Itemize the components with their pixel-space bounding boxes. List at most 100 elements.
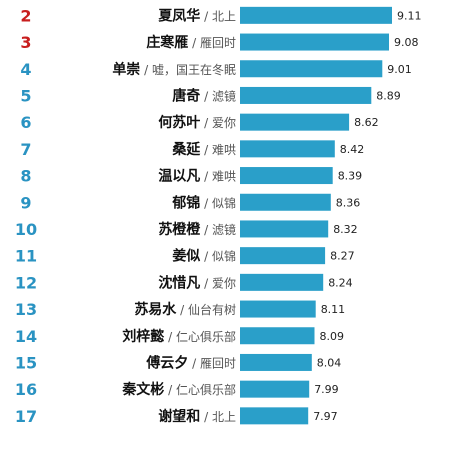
value-label: 8.62 xyxy=(354,116,379,129)
chart-row: 10 苏橙橙 / 滤镜 8.32 xyxy=(15,220,358,239)
value-label: 9.01 xyxy=(387,63,412,76)
chart-row: 11 姜似 / 似锦 8.27 xyxy=(15,247,355,266)
character-name: 夏凤华 xyxy=(158,7,200,24)
chart-row: 8 温以凡 / 难哄 8.39 xyxy=(20,167,362,186)
bar xyxy=(240,33,389,51)
rank-label: 13 xyxy=(15,300,37,319)
bar xyxy=(240,300,316,318)
row-label: 谢望和 / 北上 xyxy=(158,408,236,425)
rank-label: 2 xyxy=(20,6,31,25)
work-title: 北上 xyxy=(212,410,236,424)
separator: / xyxy=(200,170,212,184)
character-name: 苏橙橙 xyxy=(158,221,201,238)
work-title: 仙台有树 xyxy=(188,302,236,317)
character-name: 刘梓懿 xyxy=(122,328,164,345)
rank-label: 15 xyxy=(15,353,37,372)
work-title: 爱你 xyxy=(212,116,236,130)
separator: / xyxy=(200,250,212,264)
bar xyxy=(240,220,329,238)
row-label: 单崇 / 嘘，国王在冬眠 xyxy=(112,61,236,78)
value-label: 8.32 xyxy=(333,223,358,236)
character-name: 桑延 xyxy=(172,141,201,158)
chart-row: 5 唐奇 / 滤镜 8.89 xyxy=(20,86,400,105)
value-label: 8.39 xyxy=(338,170,363,183)
separator: / xyxy=(140,63,152,77)
rank-label: 3 xyxy=(20,33,31,52)
rank-label: 11 xyxy=(15,247,37,266)
work-title: 难哄 xyxy=(212,170,236,184)
work-title: 似锦 xyxy=(212,196,236,210)
character-name: 沈惜凡 xyxy=(158,274,200,291)
chart-row: 12 沈惜凡 / 爱你 8.24 xyxy=(15,273,353,292)
chart-row: 6 何苏叶 / 爱你 8.62 xyxy=(20,113,378,132)
work-title: 滤镜 xyxy=(212,222,236,237)
value-label: 8.36 xyxy=(336,196,361,209)
separator: / xyxy=(188,36,200,50)
work-title: 滤镜 xyxy=(212,88,236,103)
work-title: 难哄 xyxy=(212,143,236,157)
value-label: 8.04 xyxy=(317,356,342,369)
value-label: 7.99 xyxy=(314,383,339,396)
work-title: 爱你 xyxy=(212,276,236,290)
character-name: 姜似 xyxy=(172,248,200,265)
separator: / xyxy=(200,410,212,424)
row-label: 傅云夕 / 雁回时 xyxy=(145,354,236,371)
character-name: 苏易水 xyxy=(134,301,177,318)
value-label: 8.24 xyxy=(328,276,353,289)
character-name: 郁锦 xyxy=(171,194,200,211)
separator: / xyxy=(200,196,212,210)
character-name: 单崇 xyxy=(112,61,140,78)
chart-row: 15 傅云夕 / 雁回时 8.04 xyxy=(15,353,341,372)
row-label: 唐奇 / 滤镜 xyxy=(172,87,236,104)
character-name: 唐奇 xyxy=(172,87,200,104)
bar xyxy=(240,407,309,425)
work-title: 北上 xyxy=(212,9,236,23)
chart-row: 16 秦文彬 / 仁心俱乐部 7.99 xyxy=(15,380,339,399)
chart-row: 4 单崇 / 嘘，国王在冬眠 9.01 xyxy=(20,60,411,79)
chart-row: 2 夏凤华 / 北上 9.11 xyxy=(20,6,421,25)
character-name: 傅云夕 xyxy=(145,354,188,371)
chart-row: 17 谢望和 / 北上 7.97 xyxy=(15,407,338,426)
chart-row: 14 刘梓懿 / 仁心俱乐部 8.09 xyxy=(15,327,344,346)
separator: / xyxy=(176,303,188,317)
value-label: 7.97 xyxy=(313,410,338,423)
character-name: 庄寒雁 xyxy=(146,34,188,51)
separator: / xyxy=(188,356,200,370)
bar xyxy=(240,273,324,291)
row-label: 苏易水 / 仙台有树 xyxy=(134,301,236,318)
chart-row: 7 桑延 / 难哄 8.42 xyxy=(20,140,364,159)
bar xyxy=(240,86,372,104)
row-label: 桑延 / 难哄 xyxy=(172,141,236,158)
value-label: 9.11 xyxy=(397,9,422,22)
bar xyxy=(240,380,310,398)
character-name: 何苏叶 xyxy=(158,114,200,131)
rank-label: 4 xyxy=(20,60,31,79)
value-label: 9.08 xyxy=(394,36,419,49)
separator: / xyxy=(200,143,212,157)
rank-label: 7 xyxy=(20,140,31,159)
row-label: 秦文彬 / 仁心俱乐部 xyxy=(121,381,236,398)
rank-label: 10 xyxy=(15,220,37,239)
value-label: 8.09 xyxy=(320,330,345,343)
work-title: 仁心俱乐部 xyxy=(176,382,236,397)
character-name: 温以凡 xyxy=(158,169,200,185)
rank-label: 12 xyxy=(15,273,37,292)
character-name: 秦文彬 xyxy=(121,381,164,398)
row-label: 沈惜凡 / 爱你 xyxy=(158,274,236,291)
work-title: 似锦 xyxy=(212,250,236,264)
value-label: 8.42 xyxy=(340,143,365,156)
work-title: 嘘，国王在冬眠 xyxy=(152,62,236,77)
row-label: 苏橙橙 / 滤镜 xyxy=(158,221,236,238)
work-title: 雁回时 xyxy=(200,36,236,50)
bar xyxy=(240,247,326,265)
bar xyxy=(240,327,315,345)
rank-label: 8 xyxy=(20,167,31,186)
row-label: 庄寒雁 / 雁回时 xyxy=(146,34,236,51)
row-label: 何苏叶 / 爱你 xyxy=(158,114,236,131)
row-label: 姜似 / 似锦 xyxy=(172,248,236,265)
chart-row: 13 苏易水 / 仙台有树 8.11 xyxy=(15,300,345,319)
separator: / xyxy=(200,276,212,290)
rank-label: 16 xyxy=(15,380,37,399)
separator: / xyxy=(164,330,176,344)
character-name: 谢望和 xyxy=(158,408,200,425)
